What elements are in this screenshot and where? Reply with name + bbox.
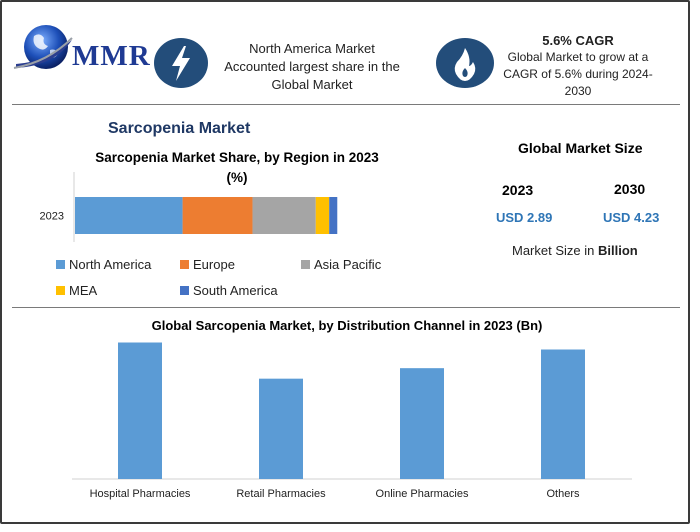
market-value-2030: USD 4.23: [603, 210, 660, 225]
legend-swatch: [180, 260, 189, 269]
market-size-title: Global Market Size: [518, 140, 643, 156]
channel-bar: [541, 349, 585, 479]
section-divider: [12, 307, 680, 308]
channel-bar: [259, 378, 303, 479]
market-size-note: Market Size in Billion: [512, 243, 638, 258]
flame-icon: [436, 38, 494, 88]
header-info-north-america: North America Market Accounted largest s…: [214, 40, 410, 94]
report-title: Sarcopenia Market: [108, 120, 251, 137]
info1-line3: Global Market: [271, 77, 353, 92]
legend-swatch: [56, 260, 65, 269]
header-divider: [12, 104, 680, 105]
info2-line2: CAGR of 5.6% during 2024-: [503, 67, 653, 81]
channel-tick-label: Retail Pharmacies: [236, 488, 326, 500]
infographic-frame: MMR North America Market Accounted large…: [0, 0, 690, 524]
info1-line2: Accounted largest share in the: [224, 59, 400, 74]
channel-bar: [400, 368, 444, 479]
info1-line1: North America Market: [249, 41, 375, 56]
legend-item-europe: Europe: [180, 257, 235, 272]
market-year-2030: 2030: [614, 181, 646, 197]
globe-logo-icon: [10, 20, 76, 80]
legend-item-mea: MEA: [56, 283, 97, 298]
region-chart-title: Sarcopenia Market Share, by Region in 20…: [72, 148, 402, 188]
legend-item-north-america: North America: [56, 257, 151, 272]
stacked-segment-mea: [315, 197, 330, 234]
market-size-note-prefix: Market Size in: [512, 243, 598, 258]
legend-label: South America: [193, 283, 278, 298]
stacked-segment-north-america: [75, 197, 183, 234]
channel-bar-chart: Hospital Pharmacies Retail Pharmacies Onli…: [72, 342, 632, 500]
legend-item-south-america: South America: [180, 283, 278, 298]
legend-item-asia-pacific: Asia Pacific: [301, 257, 381, 272]
market-size-note-unit: Billion: [597, 243, 638, 258]
legend-label: Asia Pacific: [314, 257, 382, 272]
legend-swatch: [180, 286, 189, 295]
channel-tick-label: Hospital Pharmacies: [90, 488, 191, 500]
region-chart-title-line2: (%): [226, 170, 248, 185]
info2-line1: Global Market to grow at a: [507, 50, 649, 64]
cagr-title: 5.6% CAGR: [542, 33, 614, 48]
info2-line3: 2030: [564, 84, 592, 98]
market-value-2023: USD 2.89: [496, 210, 553, 225]
lightning-icon: [154, 38, 208, 88]
market-year-2023: 2023: [502, 182, 534, 198]
stacked-segment-asia-pacific: [252, 197, 316, 234]
legend-label: Europe: [193, 257, 235, 272]
region-chart-title-line1: Sarcopenia Market Share, by Region in 20…: [95, 150, 379, 165]
region-share-chart: 2023: [40, 172, 338, 242]
stacked-segment-europe: [182, 197, 253, 234]
header-info-cagr: 5.6% CAGR Global Market to grow at a CAG…: [499, 32, 657, 100]
legend-swatch: [301, 260, 310, 269]
legend-label: MEA: [69, 283, 98, 298]
channel-chart-title: Global Sarcopenia Market, by Distributio…: [151, 318, 543, 333]
channel-tick-label: Others: [546, 488, 580, 500]
legend-swatch: [56, 286, 65, 295]
channel-bar: [118, 342, 162, 479]
channel-tick-label: Online Pharmacies: [376, 488, 469, 500]
region-category-label: 2023: [40, 211, 64, 223]
brand-logo-text: MMR: [72, 40, 151, 72]
legend-label: North America: [69, 257, 152, 272]
stacked-segment-south-america: [329, 197, 338, 234]
